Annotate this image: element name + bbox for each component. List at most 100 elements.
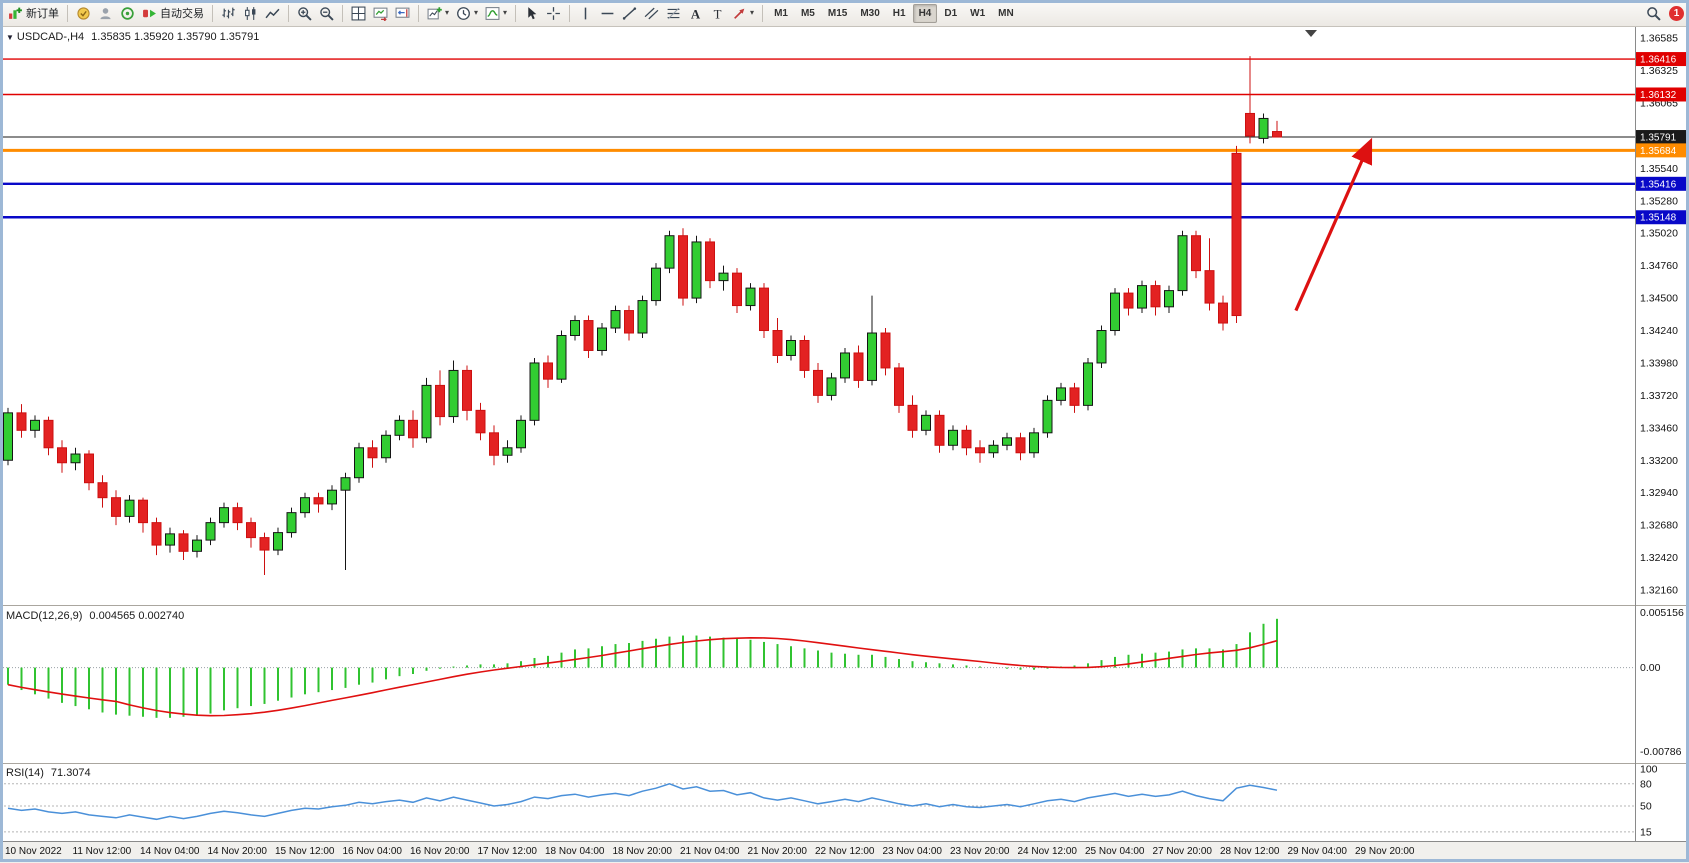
trendline-tool-button[interactable] <box>619 2 640 25</box>
text-tool-button[interactable]: A <box>685 2 706 25</box>
svg-text:0.00: 0.00 <box>1640 662 1661 674</box>
label-tool-button[interactable]: T <box>707 2 728 25</box>
svg-text:1.36585: 1.36585 <box>1640 32 1678 44</box>
rsi-title: RSI(14) <box>6 767 44 779</box>
notification-badge[interactable]: 1 <box>1669 5 1684 21</box>
svg-text:T: T <box>714 7 722 21</box>
time-axis-label: 29 Nov 20:00 <box>1355 846 1415 857</box>
svg-text:0.005156: 0.005156 <box>1640 607 1684 619</box>
resistance-line-1-badge <box>1636 52 1689 67</box>
channel-tool-button[interactable] <box>641 2 662 25</box>
support-line-1[interactable]: 1.35416 <box>0 176 1689 191</box>
chart-candles-button[interactable] <box>240 2 261 25</box>
chart-header: ▼ USDCAD-,H4 1.35835 1.35920 1.35790 1.357… <box>6 31 259 43</box>
zoom-out-button[interactable] <box>316 2 337 25</box>
macd-signal-line <box>7 636 1278 717</box>
bar-chart-icon <box>222 7 235 18</box>
indicators-button[interactable]: ▾ <box>482 2 510 25</box>
cursor-icon <box>528 6 537 19</box>
fibonacci-tool-button[interactable] <box>663 2 684 25</box>
resistance-line-1[interactable]: 1.36416 <box>0 52 1689 67</box>
auto-scroll-icon <box>373 7 388 21</box>
time-axis-label: 15 Nov 12:00 <box>275 846 335 857</box>
channel-icon <box>644 7 659 19</box>
toolbar-separator <box>67 4 68 22</box>
periods-button[interactable]: ▾ <box>453 2 481 25</box>
svg-text:100: 100 <box>1640 764 1658 776</box>
timeframe-button-h4[interactable]: H4 <box>912 3 938 23</box>
toolbar-separator <box>762 4 764 22</box>
auto-trading-label: 自动交易 <box>160 8 204 20</box>
svg-text:1.35791: 1.35791 <box>1640 133 1677 144</box>
time-axis-label: 23 Nov 04:00 <box>882 846 943 857</box>
chart-line-button[interactable] <box>262 2 283 25</box>
time-axis-label: 18 Nov 04:00 <box>545 846 605 857</box>
candlestick-series <box>3 56 1282 576</box>
pivot-line[interactable]: 1.35684 <box>0 143 1689 158</box>
trend-arrow-annotation[interactable] <box>1294 137 1373 312</box>
chart-symbol-period: USDCAD-,H4 <box>16 31 85 43</box>
pivot-line-badge <box>1636 143 1689 158</box>
macd-panel: 0.005156 0.00 -0.00786 <box>0 607 1684 758</box>
zoom-in-button[interactable] <box>294 2 315 25</box>
time-axis-label: 29 Nov 04:00 <box>1287 846 1348 857</box>
time-axis-label: 16 Nov 20:00 <box>410 846 470 857</box>
svg-text:1.33980: 1.33980 <box>1640 357 1678 369</box>
chart-shift-marker[interactable] <box>1305 30 1317 37</box>
horizontal-line-icon <box>601 12 614 14</box>
svg-text:1.34500: 1.34500 <box>1640 293 1678 305</box>
toolbar-separator <box>515 4 517 22</box>
svg-text:1.32160: 1.32160 <box>1640 584 1678 596</box>
rsi-line <box>7 783 1278 821</box>
timeframe-button-m1[interactable]: M1 <box>774 7 788 19</box>
resistance-line-2[interactable]: 1.36132 <box>0 87 1689 102</box>
indicators-icon <box>485 6 500 20</box>
time-axis-label: 16 Nov 04:00 <box>342 846 403 857</box>
time-axis-label: 14 Nov 04:00 <box>140 846 200 857</box>
toolbar-separator <box>212 4 213 22</box>
time-axis-label: 28 Nov 12:00 <box>1220 846 1280 857</box>
timeframe-button-h1[interactable]: H1 <box>892 7 906 19</box>
new-order-button[interactable]: 新订单 <box>5 2 62 25</box>
horizontal-line-tool-button[interactable] <box>597 2 618 25</box>
chart-shift-button[interactable] <box>392 2 413 25</box>
svg-text:1.36325: 1.36325 <box>1640 65 1678 77</box>
text-icon: A <box>691 7 701 21</box>
clock-icon <box>457 6 470 20</box>
auto-scroll-button[interactable] <box>370 2 391 25</box>
timeframe-button-d1[interactable]: D1 <box>944 7 958 19</box>
svg-text:-0.00786: -0.00786 <box>1640 746 1682 758</box>
time-axis-label: 23 Nov 20:00 <box>950 846 1010 857</box>
market-watch-button[interactable] <box>117 2 138 25</box>
svg-text:A: A <box>691 7 701 21</box>
timeframe-button-m5[interactable]: M5 <box>800 7 815 19</box>
vertical-line-tool-button[interactable] <box>575 2 596 25</box>
auto-trading-button[interactable]: 自动交易 <box>139 2 207 25</box>
arrows-tool-button[interactable]: ▾ <box>729 2 757 25</box>
new-chart-button[interactable]: ▾ <box>424 2 452 25</box>
timeframe-button-m15[interactable]: M15 <box>827 7 848 19</box>
timeframe-button-w1[interactable]: W1 <box>970 7 986 19</box>
price-axis[interactable]: 1.365851.363251.360651.355401.352801.350… <box>1640 32 1678 596</box>
metaeditor-button[interactable] <box>73 2 94 25</box>
cursor-button[interactable] <box>521 2 542 25</box>
rsi-value: 71.3074 <box>50 767 91 779</box>
macd-title: MACD(12,26,9) <box>6 610 83 622</box>
svg-text:1.33720: 1.33720 <box>1640 390 1678 402</box>
current-price-line[interactable]: 1.35791 <box>0 130 1689 145</box>
time-axis[interactable]: 10 Nov 2022 11 Nov 12:00 14 Nov 04:00 14 No… <box>0 841 1689 863</box>
chart-bars-button[interactable] <box>218 2 239 25</box>
profiles-button[interactable] <box>95 2 116 25</box>
new-chart-icon <box>427 6 442 19</box>
chart-ohlc: 1.35835 1.35920 1.35790 1.35791 <box>91 31 260 43</box>
timeframe-button-m30[interactable]: M30 <box>860 7 880 19</box>
candlestick-chart-icon <box>245 6 256 20</box>
chevron-down-icon: ▾ <box>474 8 479 17</box>
tile-windows-button[interactable] <box>348 2 369 25</box>
search-button[interactable] <box>1643 2 1664 25</box>
timeframe-button-mn[interactable]: MN <box>998 7 1014 19</box>
crosshair-button[interactable] <box>543 2 564 25</box>
toolbar: 新订单 自动交易 ▾ ▾ <box>0 0 1689 27</box>
support-line-2[interactable]: 1.35148 <box>0 210 1689 225</box>
